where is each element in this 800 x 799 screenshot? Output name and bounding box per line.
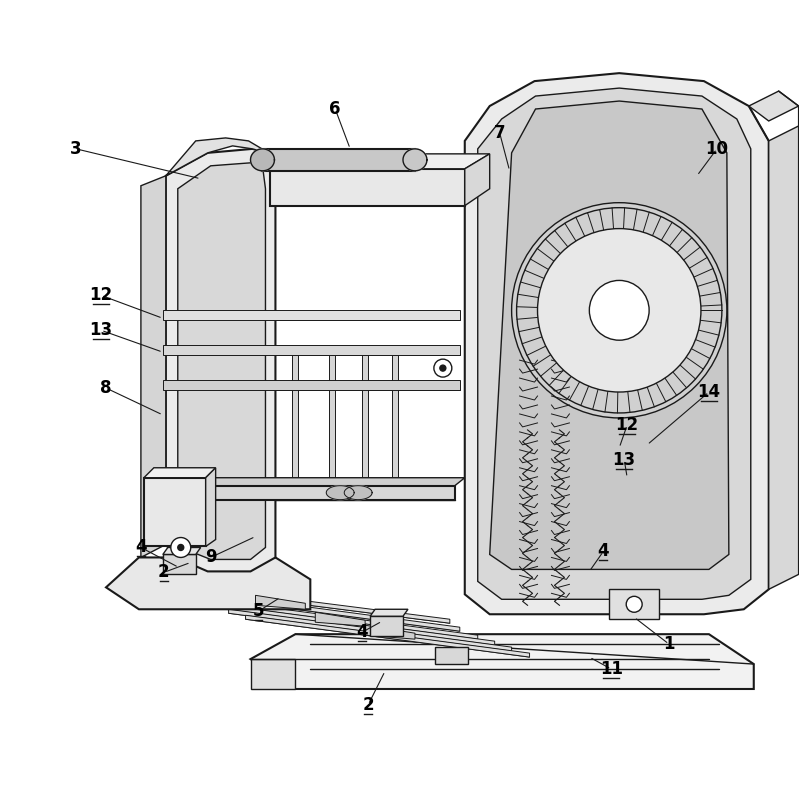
Text: 12: 12 [616,416,638,434]
Polygon shape [370,616,403,636]
Polygon shape [435,647,468,664]
Polygon shape [144,467,216,478]
Polygon shape [210,603,494,645]
Text: 4: 4 [356,623,368,641]
Text: 4: 4 [598,543,609,560]
Polygon shape [106,558,310,610]
Polygon shape [769,126,798,590]
Polygon shape [344,486,372,499]
Text: 13: 13 [90,321,113,340]
Polygon shape [163,478,465,486]
Polygon shape [610,590,659,619]
Text: 14: 14 [698,383,721,401]
Polygon shape [229,610,512,651]
Polygon shape [141,176,166,558]
Polygon shape [362,355,368,490]
Circle shape [170,538,190,558]
Text: 7: 7 [494,124,506,142]
Text: 13: 13 [613,451,636,469]
Polygon shape [292,355,298,490]
Polygon shape [178,163,266,559]
Polygon shape [270,154,490,169]
Polygon shape [163,486,455,499]
Polygon shape [365,625,415,639]
Text: 9: 9 [205,548,217,566]
Polygon shape [465,154,490,205]
Polygon shape [749,91,798,121]
Polygon shape [194,598,478,639]
Polygon shape [255,595,306,610]
Circle shape [434,359,452,377]
Polygon shape [163,547,201,555]
Polygon shape [250,149,274,171]
Text: 4: 4 [135,539,146,556]
Circle shape [440,365,446,371]
Text: 6: 6 [330,100,341,118]
Text: 2: 2 [362,696,374,714]
Polygon shape [176,590,460,631]
Text: 12: 12 [90,286,113,304]
Polygon shape [330,355,335,490]
Polygon shape [163,555,196,574]
Polygon shape [250,659,295,689]
Polygon shape [392,355,398,490]
Polygon shape [270,169,465,205]
Text: 3: 3 [70,140,82,158]
Text: 1: 1 [663,635,675,653]
Polygon shape [370,610,408,616]
Text: 8: 8 [100,379,112,397]
Polygon shape [144,478,206,547]
Polygon shape [166,149,275,571]
Circle shape [512,203,727,418]
Text: 11: 11 [600,660,622,678]
Polygon shape [403,149,427,171]
Text: 10: 10 [706,140,728,158]
Polygon shape [465,74,769,614]
Polygon shape [206,467,216,547]
Polygon shape [490,101,729,570]
Polygon shape [246,615,530,657]
Circle shape [590,280,649,340]
Text: 2: 2 [158,563,170,582]
Text: 5: 5 [253,602,264,620]
Polygon shape [163,345,460,355]
Circle shape [538,229,701,392]
Polygon shape [262,149,415,171]
Polygon shape [163,310,460,320]
Polygon shape [315,612,365,626]
Polygon shape [478,88,750,599]
Polygon shape [163,380,460,390]
Polygon shape [326,486,354,499]
Polygon shape [161,582,450,623]
Circle shape [626,596,642,612]
Polygon shape [166,138,270,176]
Polygon shape [250,634,754,689]
Circle shape [178,544,184,551]
